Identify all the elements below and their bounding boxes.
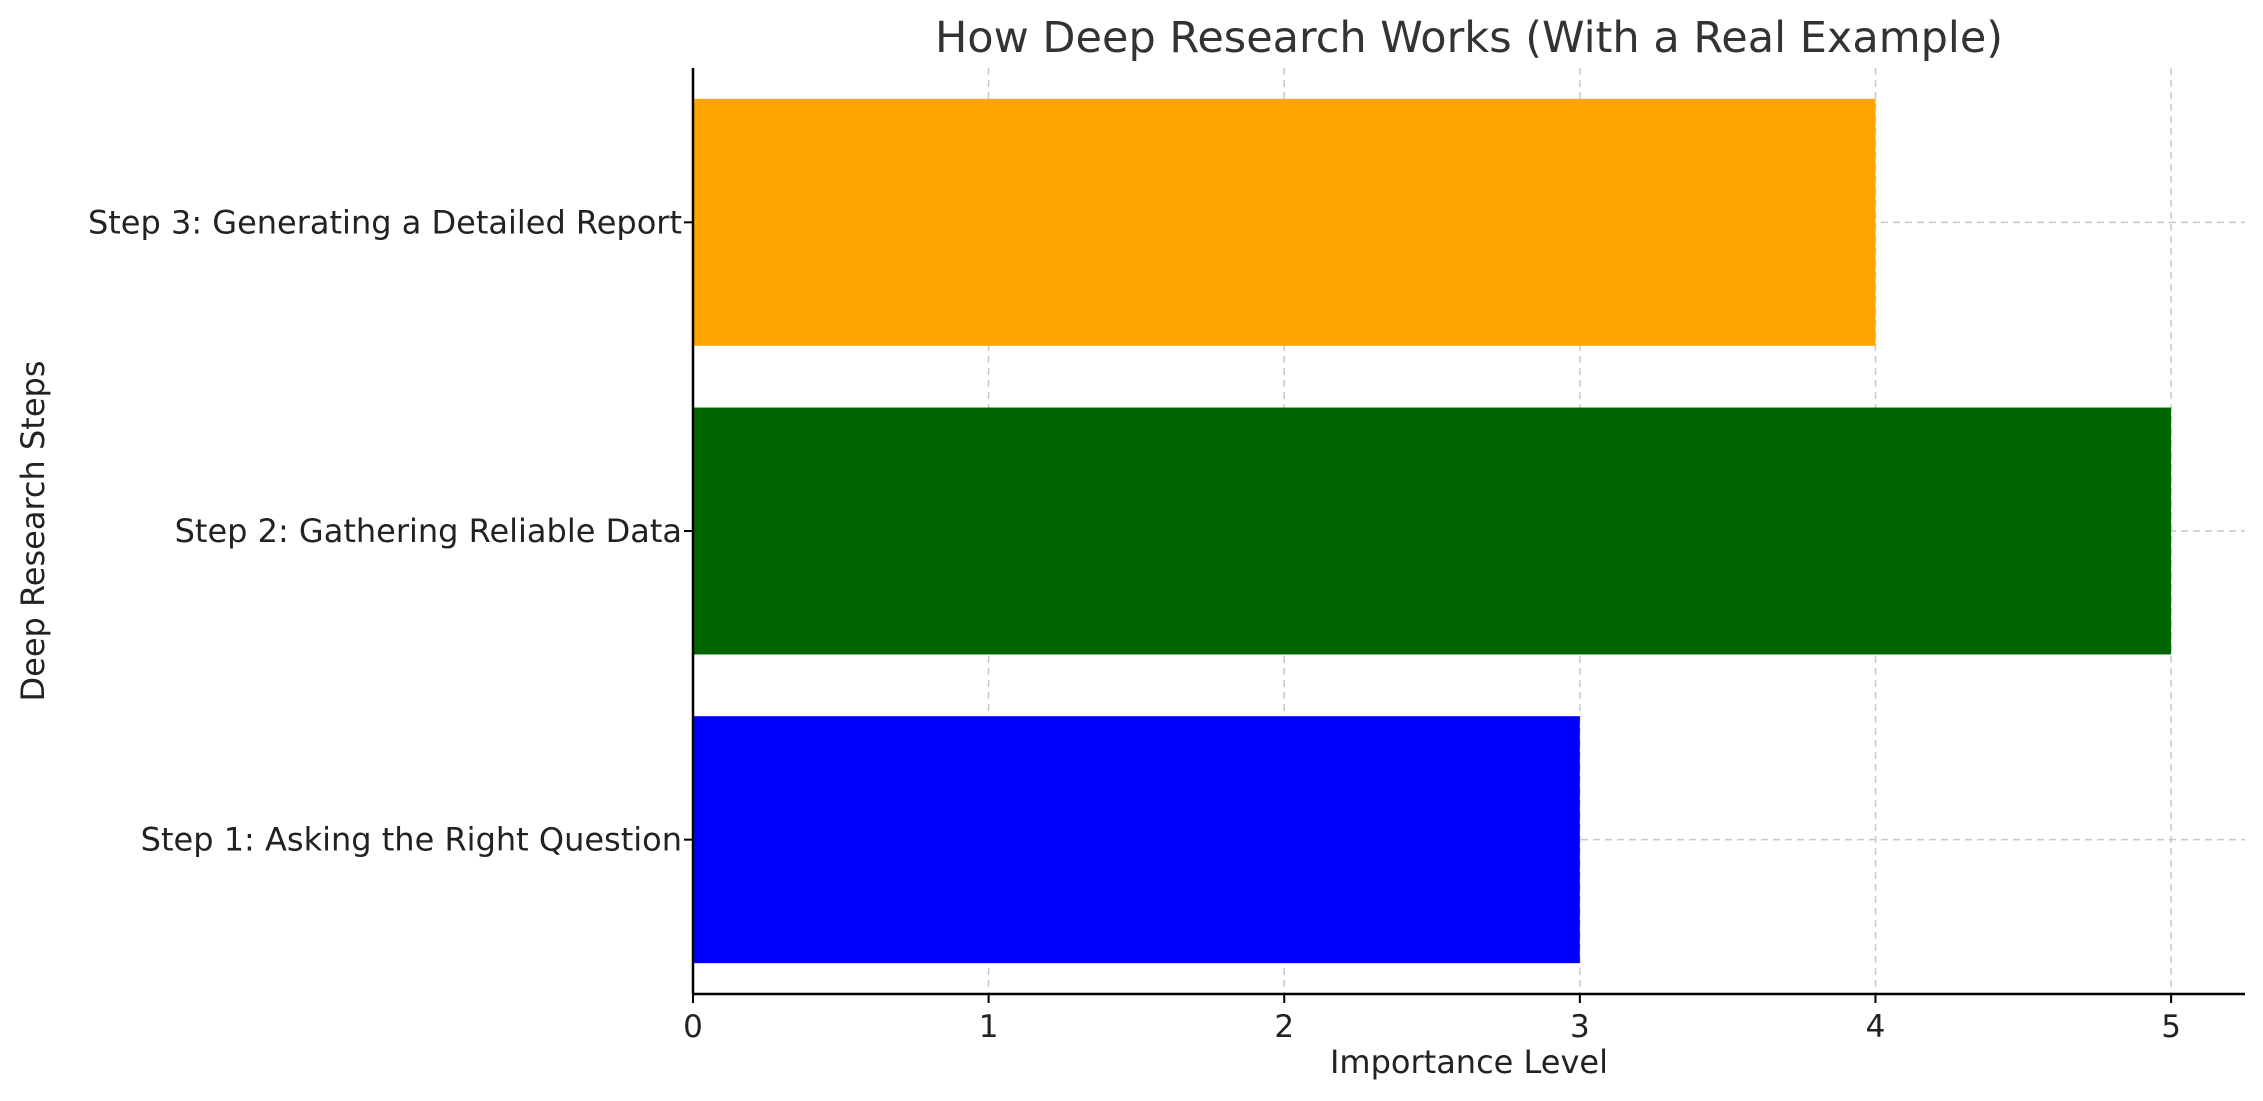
bars <box>693 98 2172 964</box>
x-tick-label: 0 <box>683 1009 703 1045</box>
category-label: Step 3: Generating a Detailed Report <box>88 203 682 241</box>
x-tick-label: 2 <box>1274 1009 1294 1045</box>
bar-step-2 <box>693 407 2172 655</box>
bar-step-3 <box>693 98 1876 346</box>
x-axis-label: Importance Level <box>1330 1043 1608 1081</box>
x-tick-label: 1 <box>979 1009 999 1045</box>
category-label: Step 2: Gathering Reliable Data <box>175 512 682 550</box>
chart-title: How Deep Research Works (With a Real Exa… <box>935 13 2003 63</box>
x-tick-label: 5 <box>2161 1009 2181 1045</box>
bar-step-1 <box>693 716 1580 964</box>
y-axis-label: Deep Research Steps <box>14 361 52 702</box>
ticks: 0 1 2 3 4 5 Step 1: Asking the Right Question S… <box>88 203 2181 1045</box>
x-tick-label: 4 <box>1866 1009 1886 1045</box>
x-tick-label: 3 <box>1570 1009 1590 1045</box>
category-label: Step 1: Asking the Right Question <box>141 821 682 859</box>
